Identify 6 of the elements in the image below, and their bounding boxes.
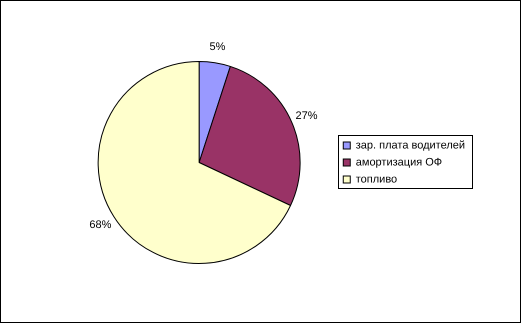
data-label: 27% [295, 110, 318, 122]
legend-label: зар. плата водителей [356, 140, 466, 152]
data-label: 5% [209, 40, 226, 53]
data-label: 68% [89, 219, 112, 232]
legend-label: амортизация ОФ [356, 156, 442, 169]
legend-label: топливо [356, 174, 398, 186]
